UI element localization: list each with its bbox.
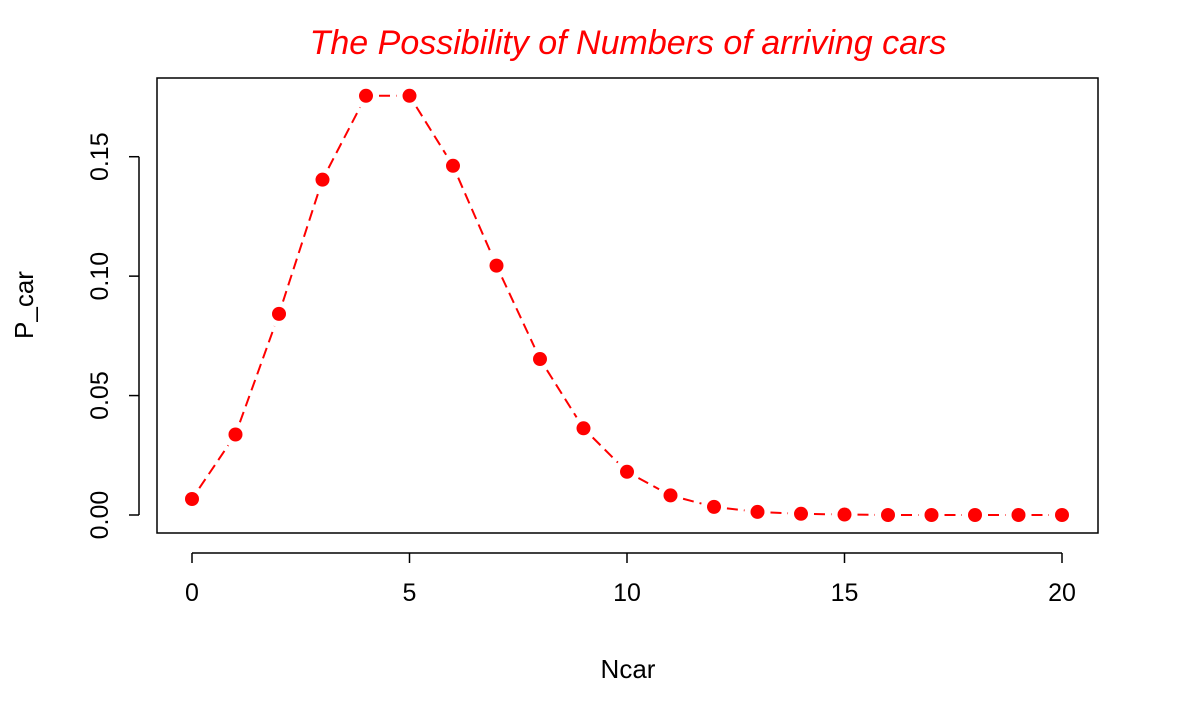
x-tick-label: 15 — [831, 579, 859, 607]
data-point — [837, 507, 852, 522]
y-axis: 0.00 0.05 0.10 0.15 — [86, 132, 140, 540]
series-layer — [185, 88, 1069, 522]
series-line-segment — [198, 444, 230, 489]
data-point — [315, 172, 330, 187]
data-point — [228, 427, 243, 442]
series-line-segment — [682, 497, 702, 505]
data-point — [402, 88, 417, 103]
series-line-segment — [327, 106, 361, 169]
data-point — [750, 504, 765, 519]
data-point — [533, 352, 547, 367]
plot-frame — [156, 77, 1099, 534]
series-line-segment — [238, 325, 276, 423]
series-line-segment — [501, 276, 536, 348]
data-point — [272, 306, 286, 321]
y-axis-label: P_car — [9, 271, 39, 339]
series-line-segment — [546, 369, 578, 418]
series-line-segment — [726, 507, 745, 512]
y-tick-label: 0.15 — [86, 132, 114, 181]
y-tick-label: 0.00 — [86, 491, 114, 540]
series-line-segment — [637, 477, 660, 491]
x-tick-label: 5 — [403, 579, 417, 607]
data-point — [881, 508, 895, 522]
y-tick-label: 0.05 — [86, 371, 114, 420]
series-line-segment — [770, 511, 789, 515]
data-point — [446, 158, 460, 173]
x-axis-label: Ncar — [601, 654, 656, 684]
data-point — [1011, 508, 1026, 522]
data-point — [794, 506, 808, 521]
chart-title: The Possibility of Numbers of arriving c… — [310, 24, 947, 62]
series-line-segment — [415, 106, 447, 156]
data-point — [924, 508, 939, 522]
x-axis: 0 5 10 15 20 — [185, 552, 1076, 607]
series-line-segment — [591, 436, 619, 464]
series-line-segment — [282, 191, 320, 302]
data-point — [707, 499, 721, 514]
series-line-segment — [457, 177, 493, 255]
data-point — [1055, 508, 1069, 522]
y-tick-label: 0.10 — [86, 252, 114, 301]
data-point — [489, 258, 504, 273]
x-tick-label: 20 — [1048, 579, 1076, 607]
data-point — [359, 88, 373, 103]
x-tick-label: 10 — [613, 579, 641, 607]
data-point — [968, 508, 982, 522]
data-point — [185, 491, 199, 506]
data-point — [620, 464, 634, 479]
x-tick-label: 0 — [185, 579, 199, 607]
data-point — [576, 421, 591, 436]
data-point — [663, 488, 678, 503]
